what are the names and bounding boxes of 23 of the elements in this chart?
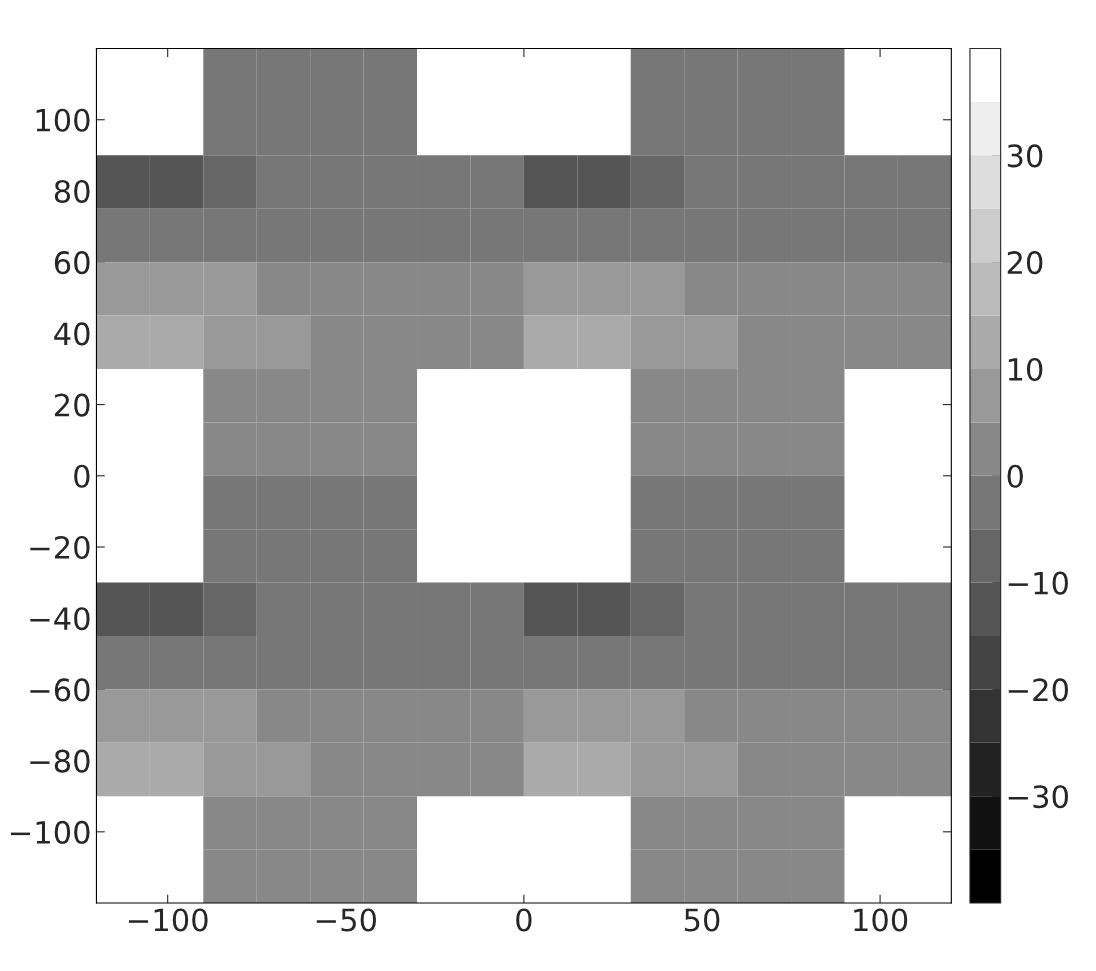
y-tick-label: 20 bbox=[54, 393, 90, 417]
color-bar-label: 0 bbox=[1007, 464, 1023, 488]
y-tick-label: 80 bbox=[54, 179, 90, 204]
x-tick-label: −100 bbox=[128, 908, 208, 932]
y-tick-label: −80 bbox=[30, 749, 90, 773]
y-tick-label: 60 bbox=[54, 251, 90, 275]
y-tick-label: −100 bbox=[10, 820, 90, 844]
y-tick-label: 0 bbox=[74, 464, 90, 488]
x-tick-label: 100 bbox=[854, 908, 908, 932]
x-tick-label: 50 bbox=[684, 908, 720, 932]
color-bar-label: 20 bbox=[1007, 251, 1043, 275]
color-bar-label: 10 bbox=[1008, 357, 1043, 382]
y-tick-label: 100 bbox=[36, 108, 90, 132]
x-tick-label: −50 bbox=[316, 908, 376, 932]
y-tick-label: 40 bbox=[54, 322, 90, 346]
y-tick-label: −40 bbox=[30, 607, 90, 631]
color-bar-label: −30 bbox=[1008, 785, 1068, 809]
color-bar-label: −10 bbox=[1008, 571, 1068, 595]
y-tick-label: −20 bbox=[30, 535, 90, 560]
color-bar-label: 30 bbox=[1007, 144, 1043, 168]
color-bar-label: −20 bbox=[1008, 678, 1068, 702]
y-tick-label: −60 bbox=[30, 678, 90, 702]
x-tick-label: 0 bbox=[516, 908, 532, 932]
